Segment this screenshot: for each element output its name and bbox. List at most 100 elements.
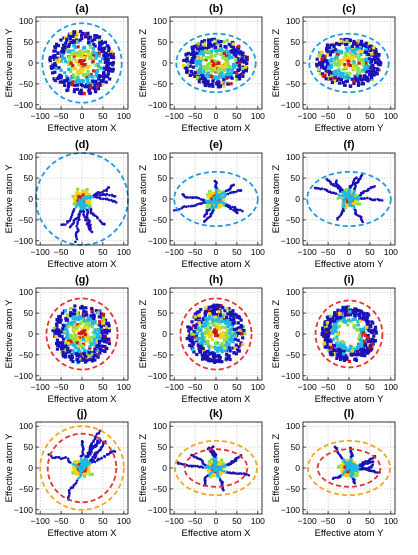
scatter-point [212,312,215,315]
scatter-point [338,43,341,46]
x-tick-label: 100 [384,247,398,257]
y-tick-label: −50 [286,350,301,360]
scatter-point [354,76,357,79]
x-tick-label: 0 [80,247,85,257]
scatter-point [71,316,74,319]
y-axis-label: Effective atom Y [4,28,15,97]
scatter-point [210,345,213,348]
scatter-point [215,333,218,336]
scatter-points [51,304,111,364]
scatter-point [91,60,94,63]
scatter-point [91,456,94,459]
scatter-point [181,193,184,196]
scatter-point [56,320,59,323]
scatter-point [57,456,60,459]
scatter-point [215,201,218,204]
x-axis-label: Effective atom Y [315,123,384,134]
scatter-point [87,322,90,325]
x-tick-label: −100 [31,111,50,121]
scatter-point [56,52,59,55]
scatter-point [83,92,86,95]
scatter-point [199,63,202,66]
scatter-point [237,321,240,324]
scatter-point [223,470,226,473]
scatter-point [212,357,215,360]
scatter-point [65,38,68,41]
scatter-point [346,80,349,83]
scatter-point [203,215,206,218]
scatter-point [317,55,320,58]
scatter-point [72,463,75,466]
scatter-point [214,180,217,183]
scatter-point [74,240,77,243]
x-tick-label: 100 [384,382,398,392]
scatter-point [219,68,222,71]
scatter-point [73,40,76,43]
scatter-point [238,52,241,55]
scatter-point [93,34,96,37]
scatter-point [321,332,324,335]
scatter-point [199,341,202,344]
scatter-point [227,343,230,346]
scatter-point [339,40,342,43]
scatter-point [356,328,359,331]
scatter-point [369,324,372,327]
scatter-point [222,489,225,492]
scatter-point [89,86,92,89]
scatter-point [365,48,368,51]
scatter-point [83,56,86,59]
scatter-point [53,45,56,48]
scatter-point [192,48,195,51]
x-tick-label: 0 [214,382,219,392]
scatter-points [47,429,116,501]
scatter-point [238,77,241,80]
scatter-point [102,80,105,83]
scatter-point [223,347,226,350]
x-tick-label: 100 [384,111,398,121]
scatter-point [68,49,71,52]
y-tick-label: 50 [158,37,168,47]
scatter-point [358,353,361,356]
scatter-point [225,316,228,319]
scatter-point [219,314,222,317]
scatter-point [325,338,328,341]
scatter-point [209,193,212,196]
scatter-point [226,321,229,324]
scatter-point [197,71,200,74]
scatter-point [365,51,368,54]
y-tick-label: 0 [28,329,33,339]
scatter-point [220,459,223,462]
x-axis-label: Effective atom X [182,259,252,270]
x-tick-label: 0 [214,111,219,121]
scatter-point [358,320,361,323]
scatter-point [190,205,193,208]
x-tick-label: −50 [321,382,336,392]
scatter-point [232,42,235,45]
scatter-point [238,349,241,352]
scatter-point [329,318,332,321]
scatter-point [186,69,189,72]
y-tick-label: −100 [148,505,167,515]
x-tick-label: 100 [117,111,131,121]
y-tick-label: 0 [162,58,167,68]
y-tick-label: 0 [295,58,300,68]
scatter-point [373,185,376,188]
x-tick-label: 0 [80,382,85,392]
scatter-point [190,320,193,323]
scatter-point [229,358,232,361]
y-tick-label: 100 [153,152,167,162]
scatter-point [358,202,361,205]
scatter-point [356,44,359,47]
scatter-point [93,38,96,41]
scatter-point [189,74,192,77]
scatter-point [324,345,327,348]
scatter-point [359,53,362,56]
y-axis-label: Effective atom Y [4,299,15,368]
y-tick-label: −50 [19,484,34,494]
scatter-point [73,304,76,307]
scatter-point [100,457,103,460]
scatter-point [368,45,371,48]
